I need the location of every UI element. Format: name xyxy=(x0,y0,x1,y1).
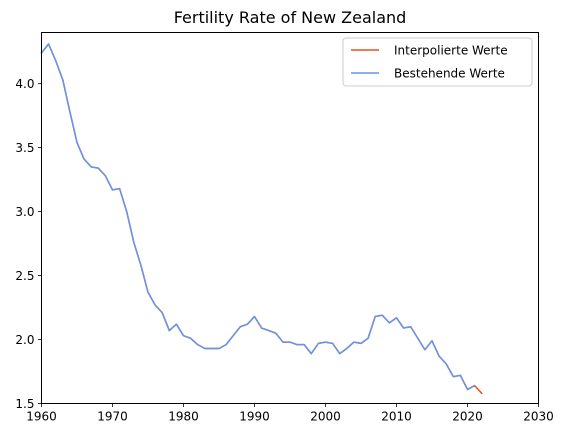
legend-label-existing: Bestehende Werte xyxy=(394,67,505,81)
x-tick-label: 2020 xyxy=(452,410,483,424)
y-tick-label: 1.5 xyxy=(15,397,34,411)
x-tick-label: 2010 xyxy=(381,410,412,424)
series-line-existing xyxy=(40,43,476,391)
x-tick-label: 1960 xyxy=(26,410,57,424)
x-tick-label: 1990 xyxy=(239,410,270,424)
legend: Interpolierte Werte Bestehende Werte xyxy=(342,37,533,87)
y-tick-label: 3.0 xyxy=(15,205,34,219)
chart-title: Fertility Rate of New Zealand xyxy=(174,8,407,27)
series-line-interpolated xyxy=(40,43,483,395)
plot-area-frame xyxy=(41,32,539,404)
x-tick-label: 1970 xyxy=(97,410,128,424)
y-tick-label: 3.5 xyxy=(15,141,34,155)
y-axis: 1.5 2.0 2.5 3.0 3.5 4.0 xyxy=(15,77,42,411)
x-tick-label: 2000 xyxy=(310,410,341,424)
x-tick-label: 2030 xyxy=(523,410,554,424)
y-tick-label: 4.0 xyxy=(15,77,34,91)
x-axis: 1960 1970 1980 1990 2000 2010 2020 2030 xyxy=(26,403,554,424)
legend-box xyxy=(342,37,533,87)
legend-label-interpolated: Interpolierte Werte xyxy=(394,44,508,58)
y-tick-label: 2.5 xyxy=(15,269,34,283)
series-layer xyxy=(40,43,483,395)
y-tick-label: 2.0 xyxy=(15,333,34,347)
x-tick-label: 1980 xyxy=(168,410,199,424)
